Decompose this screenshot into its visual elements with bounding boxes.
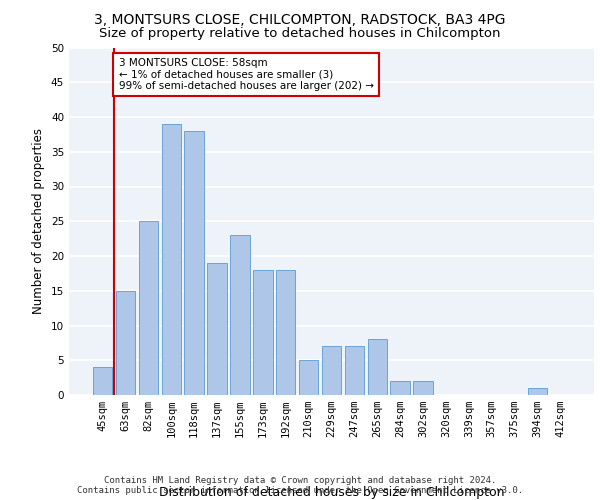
Bar (116, 291, 135, 395)
Text: 3, MONTSURS CLOSE, CHILCOMPTON, RADSTOCK, BA3 4PG: 3, MONTSURS CLOSE, CHILCOMPTON, RADSTOCK… (94, 12, 506, 26)
Bar (139, 221, 158, 395)
Bar (161, 124, 181, 395)
X-axis label: Distribution of detached houses by size in Chilcompton: Distribution of detached houses by size … (159, 486, 504, 499)
Bar (413, 381, 433, 395)
Bar (276, 270, 295, 395)
Bar (230, 235, 250, 395)
Bar (184, 131, 204, 395)
Bar (299, 360, 319, 395)
Bar (528, 388, 547, 395)
Bar (344, 346, 364, 395)
Bar (93, 367, 112, 395)
Bar (208, 263, 227, 395)
Bar (368, 340, 387, 395)
Bar (391, 381, 410, 395)
Y-axis label: Number of detached properties: Number of detached properties (32, 128, 46, 314)
Text: Contains HM Land Registry data © Crown copyright and database right 2024.
Contai: Contains HM Land Registry data © Crown c… (77, 476, 523, 495)
Bar (322, 346, 341, 395)
Text: Size of property relative to detached houses in Chilcompton: Size of property relative to detached ho… (99, 28, 501, 40)
Text: 3 MONTSURS CLOSE: 58sqm
← 1% of detached houses are smaller (3)
99% of semi-deta: 3 MONTSURS CLOSE: 58sqm ← 1% of detached… (119, 58, 374, 91)
Bar (253, 270, 272, 395)
